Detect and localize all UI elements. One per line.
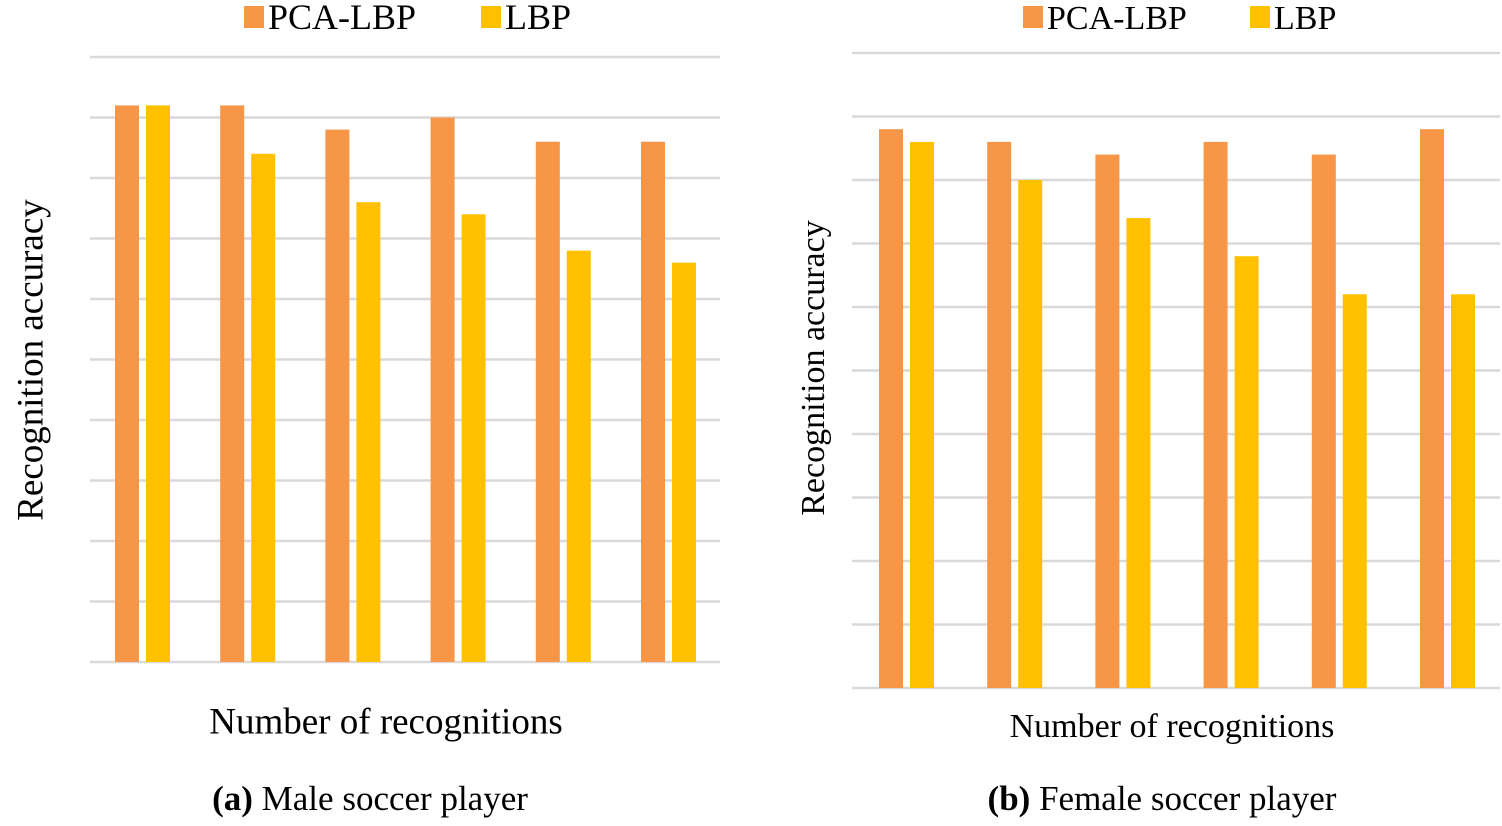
bar-pca-lbp-5 (1311, 154, 1336, 689)
bar-pca-lbp-3 (325, 129, 350, 663)
bar-pca-lbp-6 (1420, 129, 1444, 688)
bar-pca-lbp-2 (220, 105, 245, 662)
bar-lbp-1 (910, 141, 934, 688)
panel-male: PCA-LBP LBP Recognition accuracy Number of … (10, 0, 720, 818)
legend-swatch-lbp (481, 6, 501, 28)
panel-label: (b) (988, 779, 1031, 818)
bar-pca-lbp-2 (987, 141, 1012, 688)
legend-label-pca-lbp: PCA-LBP (1047, 0, 1187, 37)
bar-lbp-1 (146, 105, 170, 662)
panel-caption-text: Male soccer player (253, 779, 528, 818)
panel-caption: (a) Male soccer player (212, 779, 528, 818)
bar-lbp-6 (672, 262, 696, 662)
bar-lbp-3 (1126, 218, 1151, 688)
bar-pca-lbp-3 (1095, 154, 1120, 689)
bar-pca-lbp-1 (879, 129, 903, 688)
y-axis-label: Recognition accuracy (10, 199, 51, 521)
y-axis-label: Recognition accuracy (795, 220, 832, 515)
x-axis-label: Number of recognitions (1010, 708, 1335, 745)
legend-swatch-lbp (1250, 6, 1270, 28)
bar-lbp-3 (356, 202, 381, 662)
legend-label-lbp: LBP (1274, 0, 1336, 37)
legend-label-lbp: LBP (505, 0, 571, 37)
bar-pca-lbp-4 (430, 117, 455, 662)
bar-pca-lbp-1 (115, 105, 139, 662)
bar-lbp-5 (566, 250, 591, 662)
bar-pca-lbp-5 (535, 141, 560, 662)
panel-female: PCA-LBP LBP Recognition accuracy Number of … (795, 0, 1500, 818)
panel-label: (a) (212, 779, 253, 818)
bar-lbp-4 (1234, 256, 1259, 688)
bar-lbp-6 (1451, 294, 1475, 688)
bar-lbp-2 (1018, 180, 1043, 688)
panel-caption-text: Female soccer player (1030, 779, 1336, 818)
x-axis-label: Number of recognitions (209, 701, 562, 742)
bar-lbp-2 (251, 153, 276, 663)
legend-swatch-pca-lbp (1023, 6, 1043, 28)
bar-pca-lbp-4 (1203, 141, 1228, 688)
legend-label-pca-lbp: PCA-LBP (268, 0, 416, 37)
legend-swatch-pca-lbp (244, 6, 264, 28)
bar-pca-lbp-6 (641, 141, 665, 662)
panel-caption: (b) Female soccer player (988, 779, 1337, 818)
bar-lbp-5 (1342, 294, 1367, 688)
bar-lbp-4 (461, 214, 486, 663)
